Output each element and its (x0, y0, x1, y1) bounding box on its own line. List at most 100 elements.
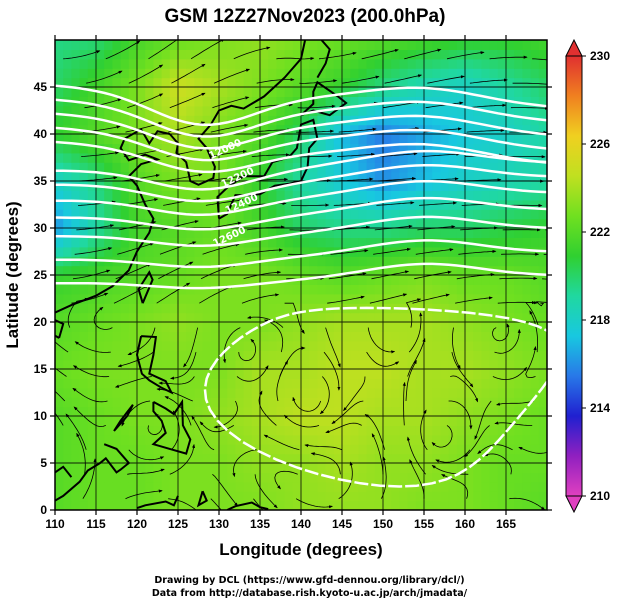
streamline (451, 352, 474, 388)
heat-cell (79, 406, 89, 417)
heat-cell (530, 284, 540, 295)
streamline (427, 75, 465, 84)
heat-cell (538, 444, 547, 455)
heat-cell (186, 312, 195, 323)
heat-cell (317, 472, 327, 483)
heat-cell (383, 87, 392, 97)
heat-cell (251, 124, 261, 135)
heat-cell (333, 425, 343, 436)
heat-cell (432, 96, 441, 107)
heat-cell (243, 472, 253, 483)
heat-cell (448, 284, 458, 295)
heat-cell (260, 331, 269, 342)
heat-cell (153, 293, 163, 304)
heat-cell (169, 49, 179, 60)
heat-cell (112, 284, 122, 295)
heat-cell (424, 463, 433, 473)
heat-cell (120, 115, 130, 126)
colorbar-tick-label: 230 (590, 49, 610, 63)
heat-cell (178, 284, 187, 295)
heat-cell (153, 416, 163, 426)
heat-cell (55, 397, 64, 408)
heat-cell (284, 265, 294, 276)
heat-cell (506, 397, 515, 408)
heat-cell (522, 293, 532, 304)
heat-cell (366, 256, 376, 267)
heat-cell (153, 397, 163, 408)
heat-cell (63, 293, 72, 304)
heat-cell (514, 378, 523, 389)
heat-cell (87, 434, 97, 445)
heat-cell (522, 228, 532, 238)
heat-cell (186, 77, 195, 88)
heat-cell (407, 491, 417, 502)
heat-cell (366, 275, 376, 285)
heat-cell (448, 190, 458, 201)
heat-cell (268, 331, 277, 342)
heat-cell (342, 40, 351, 50)
heat-cell (333, 472, 343, 483)
heat-cell (194, 303, 204, 314)
heat-cell (473, 143, 482, 154)
heat-cell (87, 237, 97, 248)
heat-cell (128, 199, 138, 210)
heat-cell (219, 143, 228, 154)
heat-cell (194, 218, 204, 229)
heat-cell (538, 181, 547, 191)
heat-cell (317, 115, 327, 126)
heat-cell (268, 397, 277, 408)
heat-cell (71, 209, 81, 220)
heat-cell (268, 40, 277, 50)
heat-cell (415, 265, 425, 276)
heat-cell (514, 246, 523, 257)
heat-cell (465, 87, 474, 97)
heat-cell (178, 275, 187, 285)
heat-cell (473, 359, 482, 370)
heat-cell (210, 416, 220, 426)
heat-cell (391, 331, 400, 342)
streamline (409, 459, 425, 499)
heat-cell (497, 171, 507, 182)
heat-cell (243, 265, 253, 276)
heat-cell (530, 77, 540, 88)
heat-cell (186, 246, 195, 257)
heat-cell (399, 246, 409, 257)
heat-cell (260, 322, 269, 332)
heat-cell (55, 444, 64, 455)
heat-cell (333, 265, 343, 276)
heat-cell (260, 387, 269, 398)
heat-cell (333, 58, 343, 69)
heat-cell (530, 134, 540, 144)
heat-cell (538, 463, 547, 473)
heat-cell (424, 378, 433, 389)
heat-cell (424, 350, 433, 361)
heat-cell (71, 87, 81, 97)
heat-cell (489, 256, 499, 267)
streamline (379, 152, 418, 157)
heat-cell (448, 209, 458, 220)
heat-cell (145, 199, 154, 210)
heat-cell (194, 444, 204, 455)
heat-cell (391, 256, 400, 267)
heat-cell (96, 406, 105, 417)
heat-cell (186, 143, 195, 154)
heat-cell (194, 105, 204, 116)
heat-cell (104, 237, 113, 248)
heat-cell (530, 350, 540, 361)
heat-cell (497, 237, 507, 248)
heat-cell (284, 40, 294, 50)
heat-cell (473, 491, 482, 502)
heat-cell (440, 49, 450, 60)
streamline (168, 498, 197, 510)
heat-cell (325, 237, 335, 248)
streamline (232, 449, 257, 478)
heat-cell (243, 350, 253, 361)
heat-cell (301, 500, 310, 510)
heat-cell (153, 369, 163, 379)
heat-cell (407, 387, 417, 398)
heat-cell (128, 105, 138, 116)
heat-cell (383, 105, 392, 116)
heat-cell (112, 369, 122, 379)
heat-cell (55, 199, 64, 210)
